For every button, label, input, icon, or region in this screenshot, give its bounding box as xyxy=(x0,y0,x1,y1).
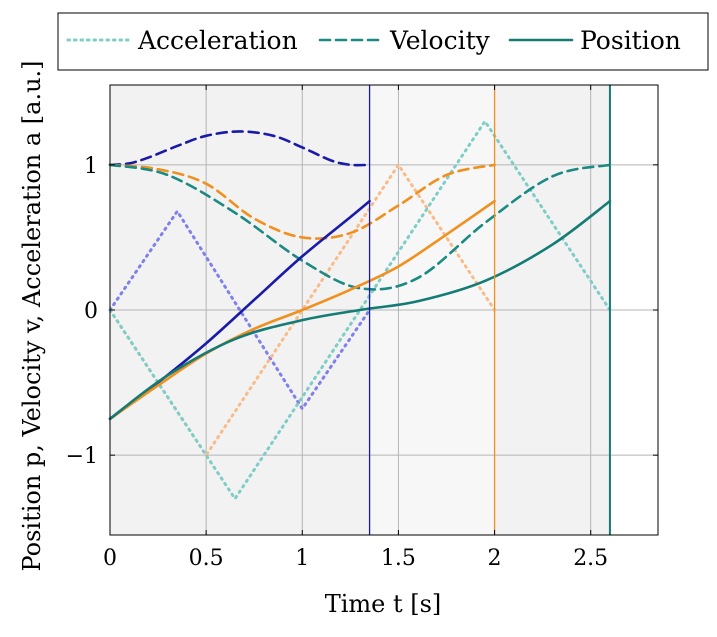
series-blue-acceleration xyxy=(108,208,372,412)
y-axis-title: Position p, Velocity v, Acceleration a [… xyxy=(18,60,46,571)
x-tick-label-3: 1.5 xyxy=(381,546,416,571)
series-blue-velocity xyxy=(108,130,371,167)
legend-label-position: Position xyxy=(580,26,681,55)
ticks: 0 0.5 1 1.5 2 2.5 −1 0 1 xyxy=(66,85,658,571)
y-tick-label-1: 0 xyxy=(84,299,98,324)
legend-label-velocity: Velocity xyxy=(389,26,491,55)
legend-label-acceleration: Acceleration xyxy=(137,26,298,55)
series-orange-velocity xyxy=(108,163,496,240)
series-teal-velocity xyxy=(108,163,612,291)
legend: Acceleration Velocity Position xyxy=(57,12,709,71)
legend-frame xyxy=(57,12,709,71)
x-tick-label-2: 1 xyxy=(295,546,309,571)
series-teal-position xyxy=(108,199,612,421)
x-axis-title: Time t [s] xyxy=(325,590,442,618)
x-tick-label-4: 2 xyxy=(488,546,502,571)
series-orange-position xyxy=(108,199,496,421)
y-tick-label-0: −1 xyxy=(66,444,98,469)
x-tick-label-1: 0.5 xyxy=(189,546,224,571)
end-lines xyxy=(368,85,611,535)
x-tick-label-0: 0 xyxy=(103,546,117,571)
series-teal-acceleration xyxy=(108,118,612,502)
y-tick-label-2: 1 xyxy=(84,154,98,179)
x-tick-label-5: 2.5 xyxy=(573,546,608,571)
series-layer xyxy=(108,118,612,502)
